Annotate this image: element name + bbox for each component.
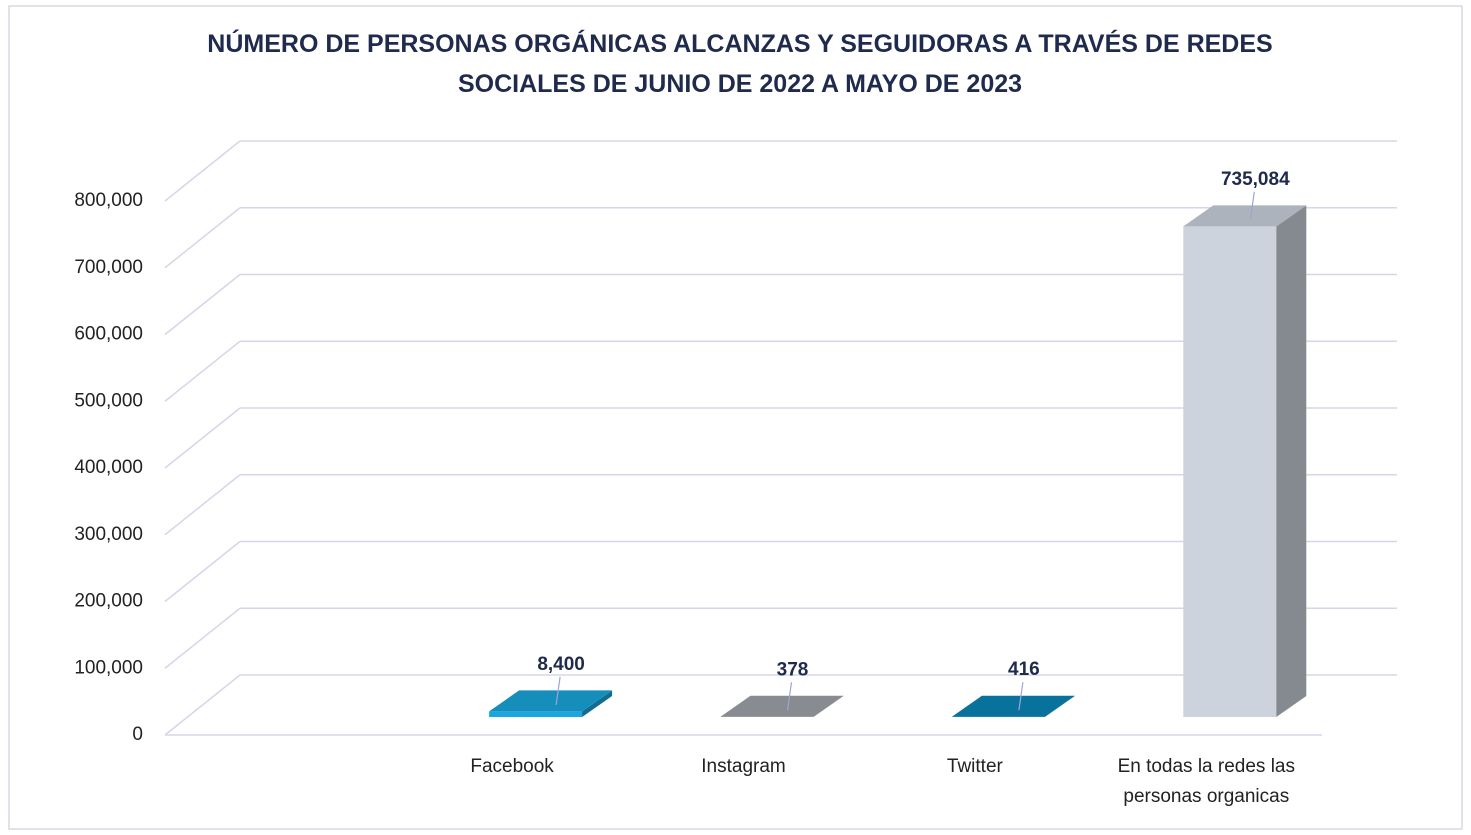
bar-top [1183, 205, 1307, 227]
chart-title: NÚMERO DE PERSONAS ORGÁNICAS ALCANZAS Y … [207, 30, 1273, 98]
grid-line [164, 607, 241, 669]
bar-top [951, 695, 1075, 717]
y-tick-label: 500,000 [74, 390, 143, 411]
x-tick-label: En todas la redes las personas organicas [1117, 756, 1296, 807]
x-tick-label: Facebook [470, 756, 554, 777]
bar-front [1183, 226, 1277, 718]
leader-line [1249, 191, 1255, 220]
grid-line [164, 340, 241, 402]
bar-top [489, 690, 613, 712]
bar-top [720, 695, 844, 717]
y-tick-label: 300,000 [74, 524, 143, 545]
leader-line [1018, 682, 1024, 711]
y-tick-label: 0 [132, 724, 143, 745]
bar-front [489, 711, 583, 717]
grid-line [164, 207, 241, 269]
y-tick-label: 400,000 [74, 457, 143, 478]
data-label: 8,400 [537, 654, 585, 675]
y-tick-label: 600,000 [74, 324, 143, 345]
bar-side [1276, 205, 1307, 718]
data-label: 378 [777, 659, 809, 680]
x-tick-label: Twitter [946, 756, 1003, 777]
data-label: 416 [1008, 659, 1040, 680]
grid-line [164, 273, 241, 336]
y-tick-label: 100,000 [74, 657, 143, 678]
grid-line [164, 540, 241, 603]
bar-side [813, 695, 844, 717]
title-box: NÚMERO DE PERSONAS ORGÁNICAS ALCANZAS Y … [207, 30, 1273, 98]
bar-side [582, 690, 613, 717]
y-tick-label: 800,000 [74, 190, 143, 211]
y-tick-label: 700,000 [74, 257, 143, 278]
leader-line [555, 676, 561, 705]
grid-line [164, 140, 241, 202]
data-label: 735,084 [1221, 169, 1290, 190]
grid-line [164, 407, 241, 469]
y-tick-label: 200,000 [74, 591, 143, 612]
leader-line [786, 682, 793, 711]
bar-side [1044, 695, 1075, 717]
grid-line [164, 474, 241, 536]
x-tick-label: Instagram [701, 756, 786, 777]
grid-line [164, 674, 241, 736]
